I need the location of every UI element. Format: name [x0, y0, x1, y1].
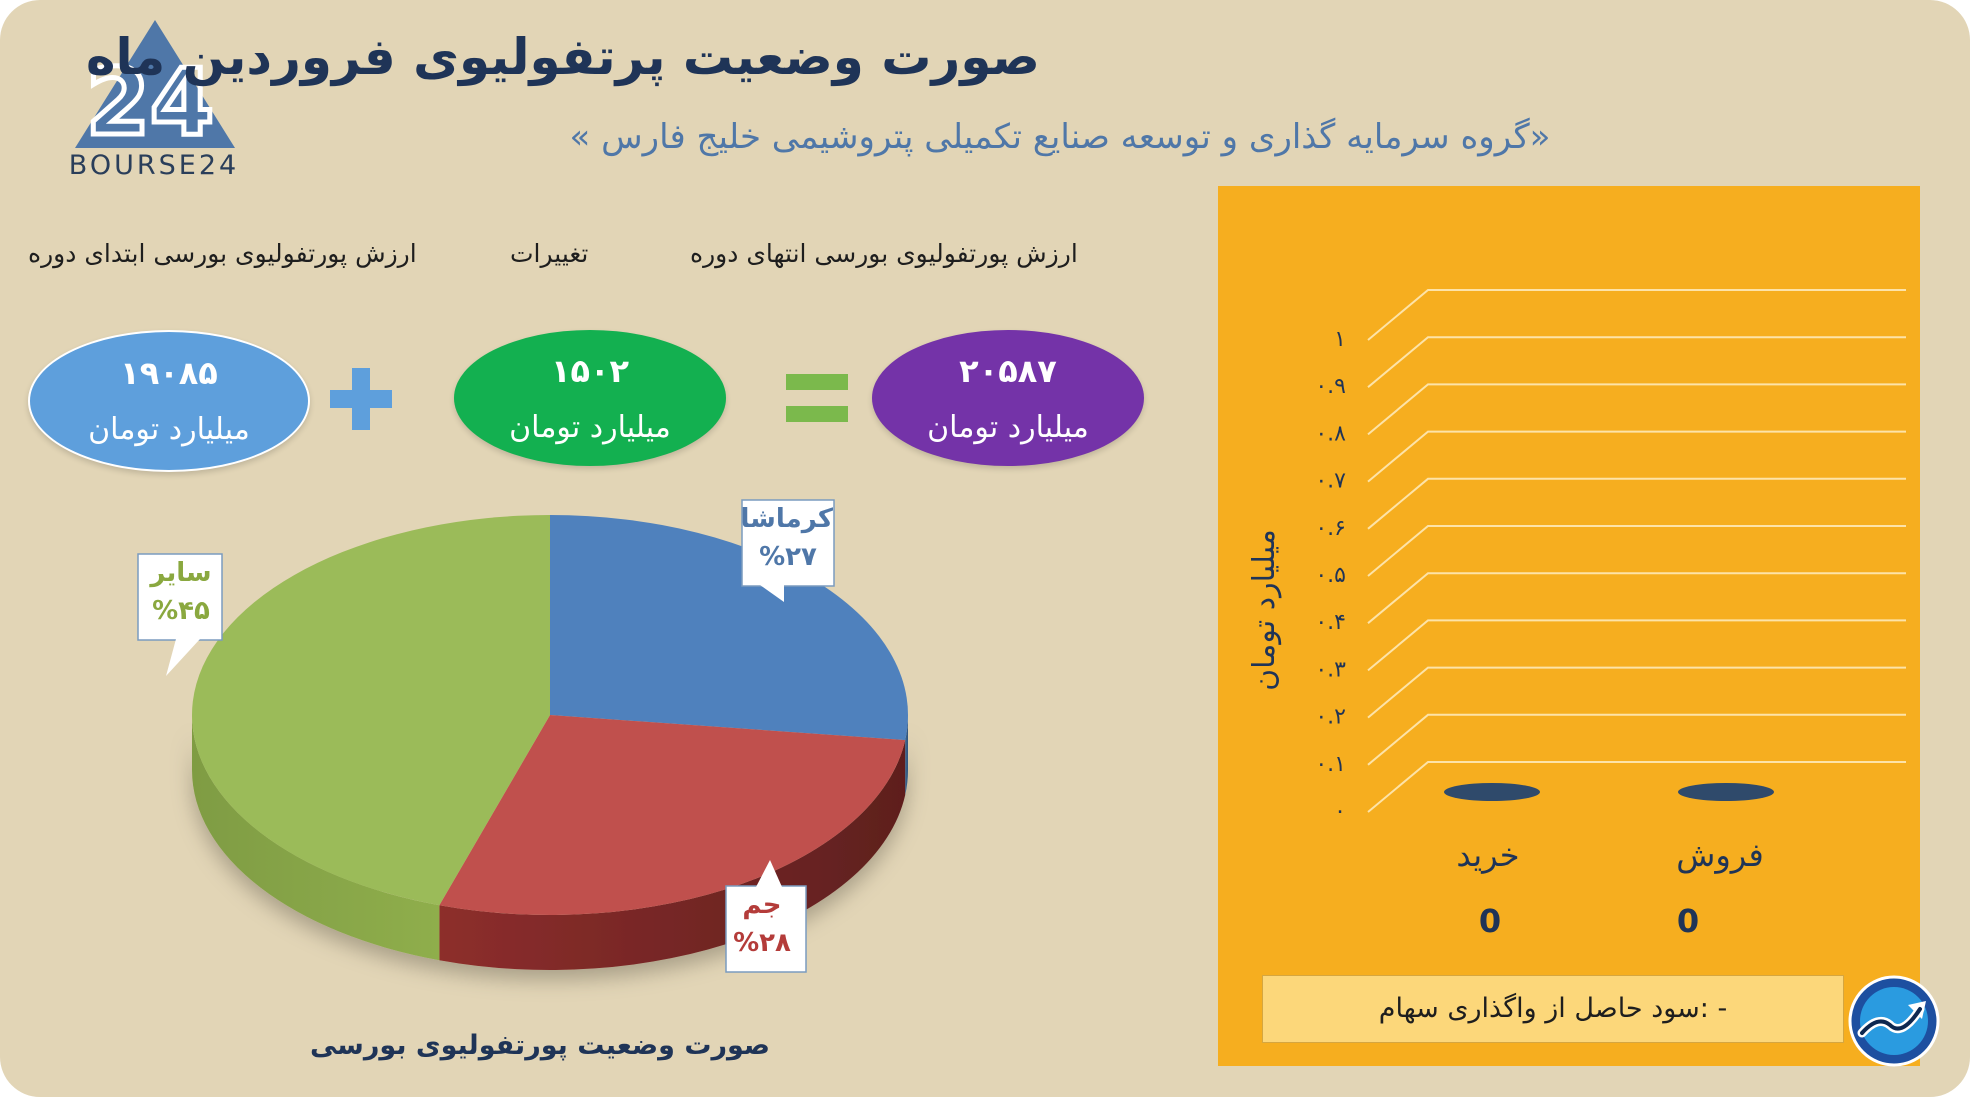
equals-icon	[786, 374, 848, 422]
profit-box: - :سود حاصل از واگذاری سهام	[1262, 975, 1844, 1043]
change-value-unit: میلیارد تومان	[509, 410, 671, 445]
trend-arrow-icon	[1848, 975, 1940, 1067]
change-value: ۱۵۰۲	[550, 352, 630, 390]
y-tick-label: ۰.۲	[1315, 705, 1346, 730]
gridline	[1367, 572, 1906, 624]
gridline	[1367, 619, 1906, 672]
callout-pointer-kermasha	[760, 585, 784, 602]
logo-mark: 24	[86, 49, 214, 156]
change-value-bubble: ۱۵۰۲ میلیارد تومان	[454, 330, 726, 466]
pie-slice-other	[192, 515, 550, 906]
category-label-buy: خرید	[1456, 836, 1520, 874]
end-value: ۲۰۵۸۷	[959, 352, 1057, 390]
slice-label-other-value: %۴۵	[152, 596, 210, 626]
start-value-unit: میلیارد تومان	[88, 412, 250, 447]
gridline	[1367, 289, 1906, 341]
gridline	[1367, 713, 1906, 766]
page-subtitle: «گروه سرمایه گذاری و توسعه صنایع تکمیلی …	[569, 117, 1551, 157]
y-tick-label: ۰.۴	[1315, 610, 1346, 635]
start-value: ۱۹۰۸۵	[120, 354, 218, 392]
y-tick-label: ۰.۸	[1315, 421, 1346, 446]
category-label-sell: فروش	[1676, 836, 1764, 874]
gridline	[1367, 525, 1906, 577]
callout-box-kermasha	[741, 499, 835, 587]
portfolio-pie-chart	[137, 499, 908, 973]
gridline	[1367, 666, 1906, 719]
pie-caption: صورت وضعیت پورتفولیوی بورسی	[309, 1030, 771, 1061]
y-tick-label: ۰.۶	[1315, 516, 1346, 541]
pie-side-kermasha	[905, 715, 908, 796]
y-tick-label: ۰.۷	[1315, 469, 1346, 494]
pie-slice-kermasha	[550, 515, 908, 741]
bar-buy	[1444, 783, 1540, 801]
callout-box-other	[137, 553, 223, 641]
gridline	[1367, 336, 1906, 388]
bourse24-logo-icon: 24	[75, 20, 235, 159]
y-tick-label: ۰.۱	[1315, 752, 1346, 777]
y-axis-title: میلیارد تومان	[1247, 529, 1282, 691]
logo-text: BOURSE24	[68, 150, 240, 181]
end-value-label: ارزش پورتفولیوی بورسی انتهای دوره	[690, 239, 1078, 268]
pie-slice-jam	[439, 715, 906, 915]
gridline	[1367, 477, 1906, 530]
y-tick-label: ۰	[1334, 799, 1346, 824]
gridline	[1367, 383, 1906, 436]
start-value-bubble: ۱۹۰۸۵ میلیارد تومان	[28, 330, 310, 472]
end-value-bubble: ۲۰۵۸۷ میلیارد تومان	[872, 330, 1144, 466]
plus-icon	[330, 368, 392, 430]
gridline	[1367, 761, 1906, 813]
callout-pointer-jam	[756, 860, 782, 887]
value-label-buy: 0	[1478, 902, 1502, 940]
slice-label-kermasha-name: کرماشا	[740, 504, 834, 534]
change-value-label: تغییرات	[510, 239, 589, 268]
slice-label-kermasha-value: %۲۷	[759, 542, 817, 572]
slice-label-jam-name: جم	[742, 890, 782, 920]
trades-panel	[1218, 186, 1920, 1066]
y-tick-label: ۰.۵	[1315, 563, 1346, 588]
slice-label-jam-value: %۲۸	[733, 928, 791, 958]
start-value-label: ارزش پورتفولیوی بورسی ابتدای دوره	[28, 239, 417, 268]
end-value-unit: میلیارد تومان	[927, 410, 1089, 445]
pie-side-other	[192, 715, 440, 961]
slice-label-other-name: سایر	[150, 558, 212, 588]
trades-bar-chart: ۰ ۰.۱ ۰.۲ ۰.۳ ۰.۴ ۰.۵ ۰.۶ ۰.۷ ۰.۸ ۰.۹ ۱	[1315, 289, 1906, 824]
y-tick-label: ۱	[1334, 327, 1346, 352]
page-title: صورت وضعیت پرتفولیوی فروردین ماه	[85, 28, 1040, 86]
bar-sell	[1678, 783, 1774, 801]
callout-pointer-other	[166, 639, 200, 676]
gridline	[1367, 430, 1906, 483]
y-tick-label: ۰.۳	[1315, 657, 1346, 682]
y-tick-label: ۰.۹	[1315, 374, 1346, 399]
value-label-sell: 0	[1676, 902, 1700, 940]
